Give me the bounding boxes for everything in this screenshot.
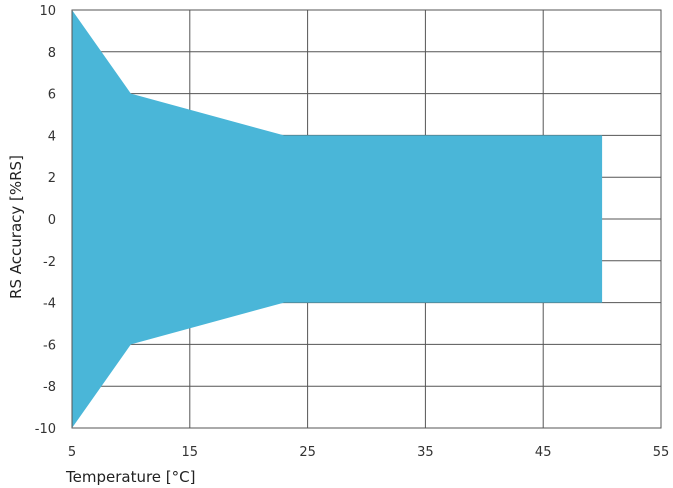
series-layer <box>72 10 603 428</box>
y-tick-label: 0 <box>48 213 56 228</box>
y-tick-label: 2 <box>48 171 56 186</box>
x-tick-label: 55 <box>653 445 670 460</box>
x-tick-label: 25 <box>299 445 316 460</box>
plot-border <box>71 9 662 429</box>
y-tick-label: -4 <box>43 297 56 312</box>
y-tick-label: 6 <box>48 88 56 103</box>
y-axis-label: RS Accuracy [%RS] <box>7 155 25 299</box>
y-tick-label: -6 <box>43 338 56 353</box>
y-tick-labels: 10 8 6 4 2 0 -2 -4 -6 -8 -10 <box>35 4 56 437</box>
x-tick-label: 15 <box>182 445 199 460</box>
y-tick-label: -2 <box>43 255 56 270</box>
plot-frame <box>71 9 662 429</box>
x-tick-label: 35 <box>417 445 434 460</box>
x-tick-labels: 5 15 25 35 45 55 <box>68 445 669 460</box>
y-tick-label: -10 <box>35 422 56 437</box>
y-tick-label: 4 <box>48 129 56 144</box>
x-tick-label: 5 <box>68 445 76 460</box>
x-axis-label: Temperature [°C] <box>65 468 195 486</box>
y-tick-label: -8 <box>43 380 56 395</box>
accuracy-band <box>72 10 603 428</box>
y-tick-label: 10 <box>39 4 56 19</box>
y-tick-label: 8 <box>48 46 56 61</box>
x-tick-label: 45 <box>535 445 552 460</box>
